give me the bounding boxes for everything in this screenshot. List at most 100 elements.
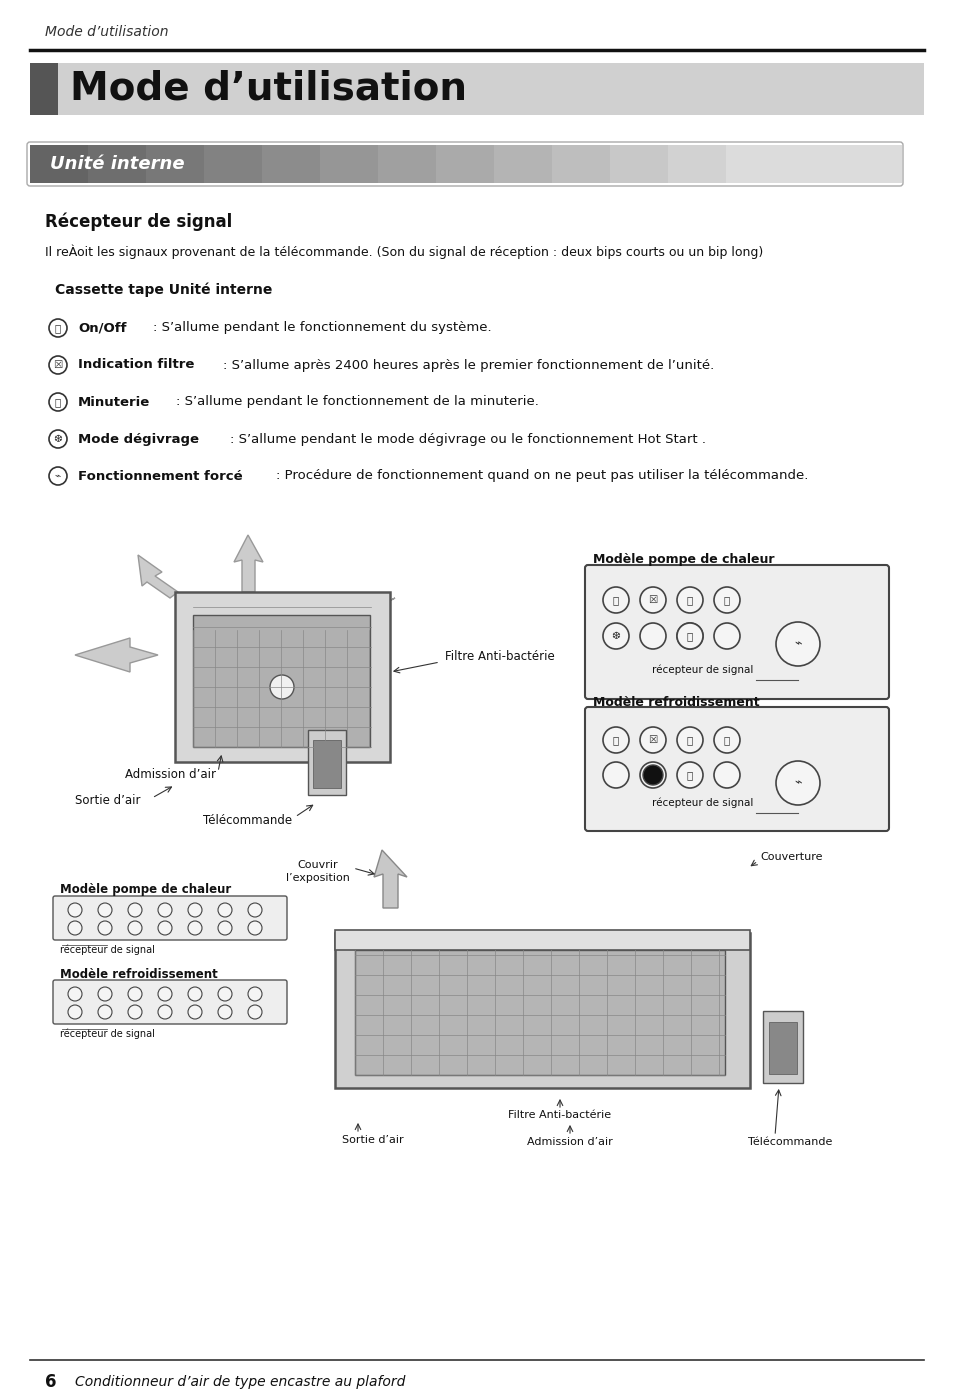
Text: : S’allume pendant le fonctionnement de la minuterie.: : S’allume pendant le fonctionnement de …	[175, 395, 538, 409]
Bar	[262, 146, 322, 183]
Text: Sortie d’air: Sortie d’air	[341, 1135, 403, 1145]
Text: ⓞ: ⓞ	[612, 735, 618, 745]
Text: Mode dégivrage: Mode dégivrage	[78, 433, 199, 445]
Bar	[204, 146, 264, 183]
Circle shape	[602, 587, 628, 613]
Bar	[841, 146, 901, 183]
Text: Couverture: Couverture	[760, 853, 821, 862]
Bar	[335, 930, 749, 951]
Circle shape	[158, 921, 172, 935]
Bar	[193, 615, 370, 748]
Circle shape	[677, 727, 702, 753]
Text: Récepteur de signal: Récepteur de signal	[45, 213, 232, 231]
Text: Modèle pompe de chaleur: Modèle pompe de chaleur	[593, 553, 774, 567]
Bar	[552, 146, 612, 183]
Polygon shape	[138, 554, 178, 598]
Bar	[667, 146, 727, 183]
Text: ❆: ❆	[611, 631, 619, 641]
Text: : S’allume pendant le mode dégivrage ou le fonctionnement Hot Start .: : S’allume pendant le mode dégivrage ou …	[230, 433, 705, 445]
Circle shape	[68, 921, 82, 935]
Circle shape	[188, 921, 202, 935]
Circle shape	[158, 987, 172, 1001]
Circle shape	[128, 1005, 142, 1019]
Text: ⓞ: ⓞ	[686, 735, 693, 745]
Text: Admission d’air: Admission d’air	[527, 1137, 612, 1147]
Bar	[762, 1011, 802, 1084]
Polygon shape	[75, 638, 158, 672]
Text: Modèle refroidissement: Modèle refroidissement	[60, 969, 217, 981]
Circle shape	[248, 1005, 262, 1019]
Text: ⓞ: ⓞ	[612, 595, 618, 605]
Circle shape	[188, 1005, 202, 1019]
Circle shape	[642, 764, 662, 785]
Text: Conditionneur d’air de type encastre au plaford: Conditionneur d’air de type encastre au …	[75, 1375, 405, 1389]
Text: ☒: ☒	[648, 735, 657, 745]
Circle shape	[775, 622, 820, 666]
Circle shape	[218, 921, 232, 935]
Text: ⓞ: ⓞ	[686, 595, 693, 605]
Text: Filtre Anti-bactérie: Filtre Anti-bactérie	[444, 651, 554, 664]
Text: ⓞ: ⓞ	[55, 323, 61, 333]
Text: Admission d’air: Admission d’air	[125, 769, 215, 781]
Circle shape	[602, 623, 628, 650]
Polygon shape	[348, 598, 395, 619]
Circle shape	[188, 903, 202, 917]
Circle shape	[602, 727, 628, 753]
Text: ☒: ☒	[53, 360, 63, 370]
Text: On/Off: On/Off	[78, 322, 127, 335]
FancyBboxPatch shape	[53, 980, 287, 1023]
Circle shape	[68, 903, 82, 917]
FancyBboxPatch shape	[584, 566, 888, 699]
Text: récepteur de signal: récepteur de signal	[59, 945, 154, 955]
Text: ⓞ: ⓞ	[723, 735, 729, 745]
Text: ☒: ☒	[648, 595, 657, 605]
Polygon shape	[374, 850, 407, 909]
FancyBboxPatch shape	[584, 707, 888, 832]
Text: Télécommande: Télécommande	[203, 813, 293, 826]
Bar	[377, 146, 437, 183]
Text: Unité interne: Unité interne	[50, 155, 185, 174]
Circle shape	[128, 903, 142, 917]
Text: Couvrir
l’exposition: Couvrir l’exposition	[286, 860, 350, 883]
Bar	[436, 146, 496, 183]
Circle shape	[248, 903, 262, 917]
Bar	[319, 146, 379, 183]
Polygon shape	[233, 535, 263, 592]
Circle shape	[677, 587, 702, 613]
Circle shape	[602, 762, 628, 788]
Bar	[313, 741, 340, 788]
Circle shape	[713, 623, 740, 650]
Bar	[494, 146, 554, 183]
Circle shape	[158, 903, 172, 917]
Circle shape	[98, 921, 112, 935]
Text: ⌛: ⌛	[686, 631, 693, 641]
Bar	[174, 592, 390, 762]
Circle shape	[128, 921, 142, 935]
Text: Minuterie: Minuterie	[78, 395, 150, 409]
FancyBboxPatch shape	[53, 896, 287, 939]
Circle shape	[677, 623, 702, 650]
Text: ⌛: ⌛	[686, 770, 693, 780]
Circle shape	[270, 675, 294, 699]
Bar	[609, 146, 669, 183]
Circle shape	[639, 623, 665, 650]
Bar	[768, 1022, 796, 1074]
Circle shape	[98, 903, 112, 917]
Circle shape	[713, 587, 740, 613]
Text: ❆: ❆	[53, 434, 62, 444]
Circle shape	[677, 762, 702, 788]
Text: ⌁: ⌁	[794, 777, 801, 790]
Text: : S’allume pendant le fonctionnement du système.: : S’allume pendant le fonctionnement du …	[152, 322, 491, 335]
Text: Modèle pompe de chaleur: Modèle pompe de chaleur	[60, 883, 231, 896]
Bar	[30, 146, 90, 183]
Text: Indication filtre: Indication filtre	[78, 358, 194, 371]
Bar	[725, 146, 785, 183]
Circle shape	[248, 987, 262, 1001]
Circle shape	[218, 1005, 232, 1019]
Circle shape	[98, 1005, 112, 1019]
Text: Il reÀoit les signaux provenant de la télécommande. (Son du signal de réception : Il reÀoit les signaux provenant de la té…	[45, 245, 762, 259]
Circle shape	[639, 587, 665, 613]
Bar	[88, 146, 148, 183]
Bar	[146, 146, 206, 183]
Text: Modèle refroidissement: Modèle refroidissement	[593, 696, 759, 708]
